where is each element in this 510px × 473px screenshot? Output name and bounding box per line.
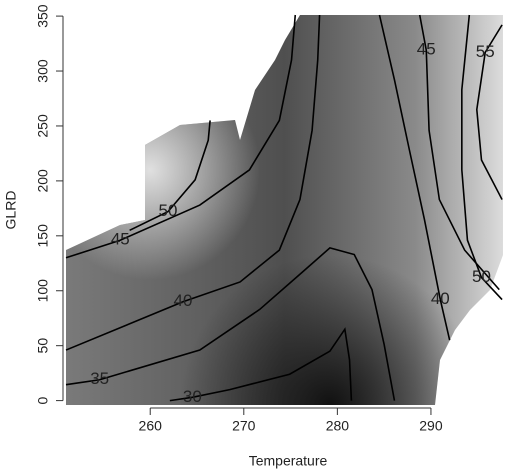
y-tick-label: 300 [35, 59, 51, 83]
contour-line [378, 14, 451, 341]
y-tick-label: 0 [35, 397, 51, 405]
contour-line [418, 14, 500, 291]
contour-line [129, 120, 211, 232]
y-tick-label: 50 [35, 338, 51, 354]
x-axis-title: Temperature [249, 453, 328, 469]
contour-label: 50 [472, 267, 491, 286]
x-tick-label: 270 [232, 418, 256, 434]
contour-label: 50 [159, 201, 178, 220]
surface [66, 15, 503, 405]
contour-label: 55 [476, 42, 495, 61]
x-tick-label: 290 [419, 418, 443, 434]
x-tick-label: 260 [139, 418, 163, 434]
contour-label: 35 [90, 369, 109, 388]
contour-label: 40 [431, 289, 450, 308]
contour-line [461, 14, 503, 301]
x-tick-label: 280 [326, 418, 350, 434]
contour-line [65, 14, 297, 259]
contour-line [169, 327, 353, 402]
contour-label: 45 [417, 40, 436, 59]
y-tick-label: 350 [35, 4, 51, 28]
y-tick-label: 250 [35, 114, 51, 138]
contour-label: 40 [174, 291, 193, 310]
y-axis-title: GLRD [3, 191, 19, 230]
contour-line [65, 247, 396, 401]
contour-label: 45 [111, 230, 130, 249]
contour-line [65, 14, 321, 351]
y-tick-label: 150 [35, 224, 51, 248]
y-tick-label: 200 [35, 169, 51, 193]
y-tick-label: 100 [35, 279, 51, 303]
contour-label: 30 [183, 387, 202, 406]
contour-line [475, 24, 503, 200]
